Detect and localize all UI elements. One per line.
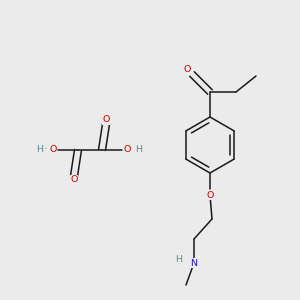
Text: ·: · bbox=[44, 144, 48, 154]
Text: H: H bbox=[176, 256, 182, 265]
Text: O: O bbox=[102, 116, 110, 124]
Text: O: O bbox=[206, 190, 214, 200]
Text: O: O bbox=[70, 176, 78, 184]
Text: O: O bbox=[49, 146, 57, 154]
Text: O: O bbox=[183, 64, 191, 74]
Text: N: N bbox=[190, 259, 197, 268]
Text: H: H bbox=[136, 146, 142, 154]
Text: O: O bbox=[123, 146, 131, 154]
Text: H: H bbox=[37, 146, 44, 154]
